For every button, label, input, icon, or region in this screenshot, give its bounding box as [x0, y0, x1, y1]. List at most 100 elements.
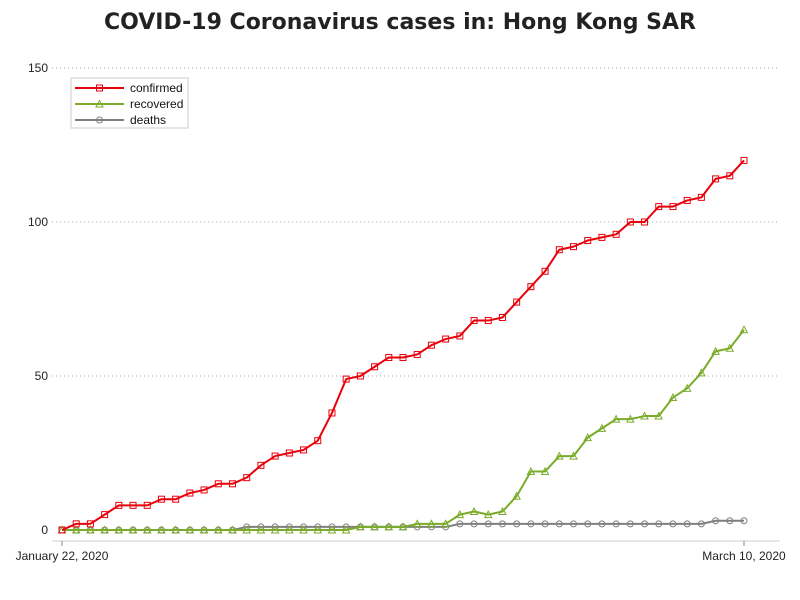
confirmed-line — [61, 159, 745, 531]
confirmed-point — [72, 520, 80, 528]
recovered-point — [199, 525, 209, 534]
deaths-point — [712, 517, 720, 525]
recovered-point — [441, 519, 450, 528]
recovered-point — [242, 525, 252, 534]
confirmed-point — [555, 246, 563, 254]
confirmed-point — [143, 501, 151, 509]
confirmed-point — [200, 486, 208, 494]
confirmed-point — [371, 363, 379, 371]
legend-label: confirmed — [130, 81, 183, 95]
chart-title: COVID-19 Coronavirus cases in: Hong Kong… — [104, 10, 696, 35]
confirmed-point — [399, 354, 407, 362]
confirmed-point — [300, 446, 308, 454]
deaths-point — [612, 520, 620, 528]
confirmed-point — [541, 267, 549, 275]
recovered-point — [597, 423, 607, 432]
legend-marker — [95, 99, 104, 108]
confirmed-point — [683, 196, 691, 204]
recovered-point — [540, 466, 550, 475]
confirmed-point — [58, 526, 66, 534]
confirmed-point — [257, 461, 265, 469]
confirmed-point — [342, 375, 350, 383]
legend-item-recovered: recovered — [75, 97, 183, 111]
deaths-point — [655, 520, 663, 528]
confirmed-point — [214, 480, 222, 488]
recovered-point — [412, 519, 422, 528]
recovered-point — [157, 525, 166, 534]
deaths-point — [541, 520, 549, 528]
recovered-point — [526, 466, 536, 475]
recovered-point — [583, 433, 593, 442]
confirmed-point — [484, 317, 492, 325]
deaths-point — [484, 520, 492, 528]
deaths-point — [598, 520, 606, 528]
y-tick-label: 0 — [41, 523, 48, 537]
deaths-point — [697, 520, 705, 528]
confirmed-point — [669, 203, 677, 211]
confirmed-point — [172, 495, 180, 503]
confirmed-point — [157, 495, 165, 503]
recovered-point — [398, 522, 408, 531]
recovered-point — [625, 414, 635, 423]
confirmed-point — [612, 230, 620, 238]
recovered-point — [100, 525, 109, 534]
recovered-point — [228, 525, 237, 534]
recovered-point — [711, 346, 720, 355]
confirmed-point — [513, 298, 521, 306]
confirmed-point — [356, 372, 364, 380]
confirmed-point — [101, 511, 109, 519]
recovered-line — [62, 329, 745, 531]
x-tick-label: March 10, 2020 — [702, 549, 786, 563]
recovered-point — [86, 525, 95, 534]
recovered-point — [569, 451, 578, 460]
y-tick-label: 100 — [28, 215, 48, 229]
confirmed-point — [115, 501, 123, 509]
confirmed-point — [229, 480, 236, 488]
series-confirmed — [58, 156, 748, 534]
confirmed-point — [442, 335, 450, 343]
recovered-point — [668, 393, 678, 402]
recovered-point — [270, 525, 280, 534]
x-tick-label: January 22, 2020 — [16, 549, 109, 563]
confirmed-point — [726, 172, 734, 180]
deaths-point — [570, 520, 577, 528]
confirmed-point — [641, 218, 649, 226]
deaths-point — [740, 517, 748, 525]
deaths-point — [669, 520, 677, 528]
confirmed-point — [186, 489, 194, 497]
axes: 0 50 100 150 January 22, 2020 March 10, 2020 — [16, 61, 786, 563]
recovered-point — [256, 525, 266, 534]
recovered-point — [313, 525, 323, 534]
legend-label: recovered — [130, 97, 183, 111]
deaths-point — [641, 520, 649, 528]
confirmed-point — [385, 354, 393, 362]
confirmed-point — [470, 317, 478, 325]
confirmed-point — [740, 156, 748, 164]
recovered-point — [299, 525, 308, 534]
recovered-point — [370, 522, 379, 531]
series-recovered — [57, 325, 749, 534]
deaths-point — [456, 520, 464, 528]
legend-item-deaths: deaths — [75, 113, 166, 127]
deaths-point — [584, 520, 592, 528]
recovered-point — [171, 525, 181, 534]
recovered-point — [71, 525, 81, 534]
confirmed-point — [456, 332, 464, 340]
confirmed-point — [413, 350, 421, 358]
confirmed-point — [328, 409, 336, 417]
recovered-point — [469, 506, 479, 516]
confirmed-point — [626, 218, 634, 226]
deaths-point — [626, 520, 634, 528]
recovered-point — [185, 525, 195, 534]
recovered-point — [697, 368, 706, 377]
recovered-point — [427, 519, 436, 528]
deaths-point — [527, 520, 535, 528]
deaths-point — [555, 520, 563, 528]
legend-marker — [96, 116, 103, 124]
recovered-point — [554, 451, 564, 460]
confirmed-point — [498, 313, 506, 321]
recovered-point — [128, 525, 138, 534]
y-tick-label: 50 — [35, 369, 49, 383]
confirmed-point — [584, 236, 592, 244]
